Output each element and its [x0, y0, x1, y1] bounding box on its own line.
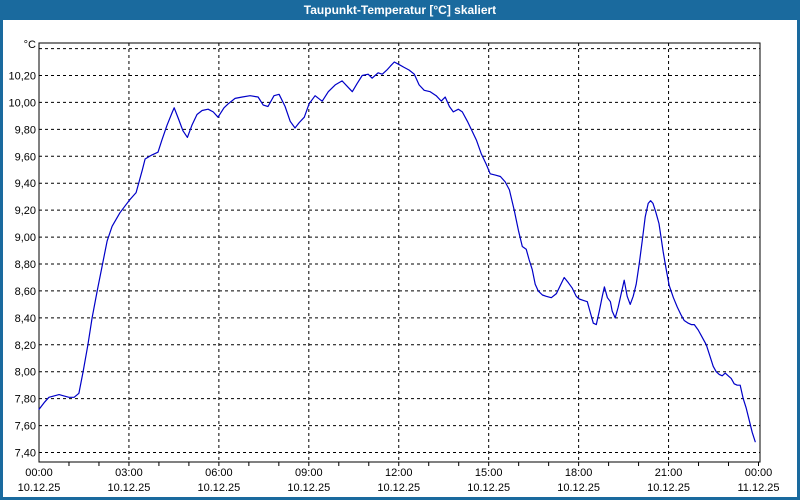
y-tick-label: 8,40: [15, 313, 36, 325]
y-tick-label: 10,00: [8, 97, 36, 109]
x-tick-date-label: 10.12.25: [18, 482, 61, 494]
y-tick-label: 7,40: [15, 448, 36, 460]
y-tick-label: 8,80: [15, 259, 36, 271]
x-tick-time-label: 00:00: [745, 467, 773, 479]
x-tick-date-label: 10.12.25: [287, 482, 330, 494]
x-tick-time-label: 18:00: [565, 467, 593, 479]
x-tick-date-label: 10.12.25: [197, 482, 240, 494]
chart-title-bar: [0, 0, 800, 20]
x-tick-date-label: 10.12.25: [467, 482, 510, 494]
y-tick-label: 9,80: [15, 124, 36, 136]
x-tick-date-label: 10.12.25: [108, 482, 151, 494]
x-tick-time-label: 12:00: [385, 467, 413, 479]
series-line: [38, 61, 756, 443]
x-tick-date-label: 10.12.25: [377, 482, 420, 494]
y-tick-label: 8,60: [15, 286, 36, 298]
x-tick-date-label: 10.12.25: [647, 482, 690, 494]
y-tick-label: 8,20: [15, 340, 36, 352]
x-tick-date-label: 11.12.25: [737, 482, 779, 494]
chart-title: Taupunkt-Temperatur [°C] skaliert: [304, 3, 496, 17]
y-tick-label: 9,20: [15, 205, 36, 217]
plot-border: [38, 42, 761, 463]
y-tick-label: 8,00: [15, 367, 36, 379]
x-tick-time-label: 15:00: [475, 467, 503, 479]
x-tick-time-label: 09:00: [295, 467, 323, 479]
x-tick-date-label: 10.12.25: [557, 482, 600, 494]
x-tick-time-label: 00:00: [25, 467, 53, 479]
y-tick-label: 9,40: [15, 178, 36, 190]
x-tick-time-label: 06:00: [205, 467, 233, 479]
x-tick-time-label: 03:00: [115, 467, 143, 479]
x-tick-time-label: 21:00: [655, 467, 683, 479]
y-tick-label: 10,20: [8, 70, 36, 82]
y-tick-label: 9,60: [15, 151, 36, 163]
y-tick-label: 9,00: [15, 232, 36, 244]
plot-area: 10,20 10,00 9,80 9,60 9,40 9,20 9,00 8,80 8,60 8,…: [8, 39, 779, 494]
y-axis-unit-label: °C: [24, 39, 36, 51]
y-tick-label: 7,80: [15, 394, 36, 406]
y-tick-label: 7,60: [15, 421, 36, 433]
